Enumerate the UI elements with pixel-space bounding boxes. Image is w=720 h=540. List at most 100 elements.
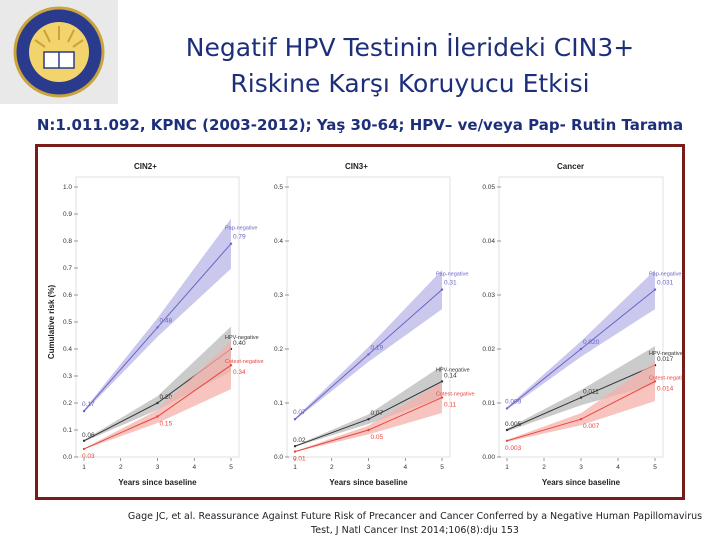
series-name-1-2: Cotest-negative <box>436 392 475 398</box>
x-tick-label-2-0: 1 <box>505 464 509 471</box>
data-point-2-1-0 <box>505 428 509 432</box>
series-name-1-0: Pap-negative <box>436 272 468 278</box>
x-tick-label-2-3: 4 <box>616 464 620 471</box>
x-tick-label-1-3: 4 <box>403 464 407 471</box>
y-tick-label-0-6: 0.6 <box>63 292 72 299</box>
data-point-0-1-0 <box>82 439 86 442</box>
data-label-2-1-2: 0.017 <box>657 356 674 363</box>
y-tick-label-0-9: 0.9 <box>63 211 72 218</box>
data-label-0-2-0: 0.03 <box>82 453 95 460</box>
y-tick-label-1-3: 0.3 <box>274 292 283 299</box>
y-tick-label-0-8: 0.8 <box>63 238 72 245</box>
data-point-2-2-2 <box>653 380 657 383</box>
y-tick-label-2-1: 0.01 <box>482 400 495 407</box>
title-line-1: Negatif HPV Testinin İlerideki CIN3+ <box>185 33 635 62</box>
data-label-0-0-0: 0.17 <box>82 401 95 408</box>
data-point-0-0-0 <box>82 409 86 413</box>
data-point-2-2-1 <box>579 418 583 421</box>
data-label-2-0-0: 0.009 <box>505 398 522 405</box>
x-axis-label-0: Years since baseline <box>118 478 197 487</box>
data-label-1-0-0: 0.07 <box>293 409 306 416</box>
series-name-1-1: HPV-negative <box>436 367 470 373</box>
data-point-0-0-1 <box>156 326 159 329</box>
data-point-1-2-0 <box>293 450 297 453</box>
data-label-1-2-1: 0.05 <box>371 434 384 441</box>
data-label-0-1-1: 0.20 <box>160 394 173 401</box>
data-label-0-1-0: 0.06 <box>82 432 95 439</box>
x-tick-label-2-4: 5 <box>653 464 657 471</box>
data-label-0-2-2: 0.34 <box>233 369 246 376</box>
citation-line-2: Test, J Natl Cancer Inst 2014;106(8):dju… <box>311 525 519 536</box>
data-point-0-2-2 <box>229 364 233 367</box>
charts-svg: 0.0 0.1 0.2 0.3 0.4 0.5 0.6 0.7 0.8 0.9 1.0 1 2 3 4 5 Ye… <box>47 162 688 487</box>
series-band-2-1 <box>507 346 655 432</box>
x-tick-label-1-0: 1 <box>293 464 297 471</box>
data-label-2-1-1: 0.011 <box>583 389 599 396</box>
y-tick-label-0-7: 0.7 <box>63 265 72 272</box>
x-tick-label-1-2: 3 <box>367 464 371 471</box>
data-label-1-0-1: 0.19 <box>371 344 384 351</box>
x-tick-label-2-1: 2 <box>542 464 546 471</box>
data-point-1-1-1 <box>367 418 370 421</box>
data-point-1-2-2 <box>440 396 444 399</box>
y-tick-label-0-2: 0.2 <box>63 400 72 407</box>
series-band-0-2 <box>84 341 231 450</box>
x-axis-label-1: Years since baseline <box>329 478 408 487</box>
data-point-1-2-1 <box>367 428 370 432</box>
series-band-1-0 <box>295 270 442 421</box>
data-point-2-0-1 <box>579 347 583 351</box>
x-tick-label-1-4: 5 <box>440 464 444 471</box>
x-tick-label-1-1: 2 <box>330 464 334 471</box>
slide-subtitle: N:1.011.092, KPNC (2003-2012); Yaş 30-64… <box>36 116 684 134</box>
data-label-0-2-1: 0.15 <box>160 421 173 428</box>
chart-figure-frame: 0.0 0.1 0.2 0.3 0.4 0.5 0.6 0.7 0.8 0.9 1.0 1 2 3 4 5 Ye… <box>35 144 688 500</box>
university-logo <box>0 0 118 104</box>
data-point-2-0-0 <box>505 407 509 410</box>
title-line-2: Riskine Karşı Koruyucu Etkisi <box>230 69 590 98</box>
x-tick-label-0-3: 4 <box>192 464 196 471</box>
citation: Gage JC, et al. Reassurance Against Futu… <box>115 510 715 538</box>
series-band-2-0 <box>507 270 655 410</box>
x-tick-label-0-2: 3 <box>156 464 160 471</box>
data-point-2-1-1 <box>579 396 583 399</box>
y-tick-label-0-0: 0.0 <box>63 454 72 461</box>
y-tick-label-2-5: 0.05 <box>482 184 495 191</box>
x-tick-label-0-1: 2 <box>119 464 123 471</box>
y-tick-label-0-3: 0.3 <box>63 373 72 380</box>
y-tick-label-0-1: 0.1 <box>63 427 72 434</box>
data-point-0-2-0 <box>82 447 86 451</box>
data-point-1-1-0 <box>293 445 297 448</box>
y-tick-label-1-5: 0.5 <box>274 184 283 191</box>
panel-title-2: Cancer <box>557 162 584 171</box>
citation-line-1: Gage JC, et al. Reassurance Against Futu… <box>127 511 703 522</box>
data-point-2-0-2 <box>653 288 657 291</box>
data-label-2-2-1: 0.007 <box>583 423 600 430</box>
data-label-2-2-0: 0.003 <box>505 445 522 452</box>
data-label-1-1-0: 0.02 <box>293 437 306 444</box>
data-label-0-0-1: 0.48 <box>160 317 173 324</box>
y-tick-label-1-2: 0.2 <box>274 346 283 353</box>
series-name-2-2: Cotest-negative <box>649 375 682 381</box>
data-label-1-0-2: 0.31 <box>444 280 457 287</box>
slide-title: Negatif HPV Testinin İlerideki CIN3+ Ris… <box>130 30 690 102</box>
y-tick-label-0-5: 0.5 <box>63 319 72 326</box>
data-point-0-0-2 <box>229 242 233 245</box>
data-point-1-0-0 <box>293 418 297 421</box>
data-label-1-1-2: 0.14 <box>444 372 457 379</box>
data-label-1-2-2: 0.11 <box>444 402 457 409</box>
y-axis-label-0: Cumulative risk (%) <box>47 285 56 360</box>
panel-title-0: CIN2+ <box>134 162 157 171</box>
data-point-2-2-0 <box>505 439 509 442</box>
data-point-0-1-1 <box>156 401 159 405</box>
y-tick-label-0-4: 0.4 <box>63 346 72 353</box>
data-label-2-2-2: 0.014 <box>657 385 674 392</box>
data-label-2-1-0: 0.005 <box>505 421 522 428</box>
y-tick-label-1-0: 0.0 <box>274 454 283 461</box>
data-point-1-1-2 <box>440 380 444 383</box>
series-band-2-2 <box>507 361 655 442</box>
data-label-0-0-2: 0.79 <box>233 234 246 241</box>
y-tick-label-2-3: 0.03 <box>482 292 495 299</box>
data-label-2-0-1: 0.020 <box>583 339 600 346</box>
x-tick-label-0-4: 5 <box>229 464 233 471</box>
series-name-0-2: Cotest-negative <box>225 359 264 365</box>
